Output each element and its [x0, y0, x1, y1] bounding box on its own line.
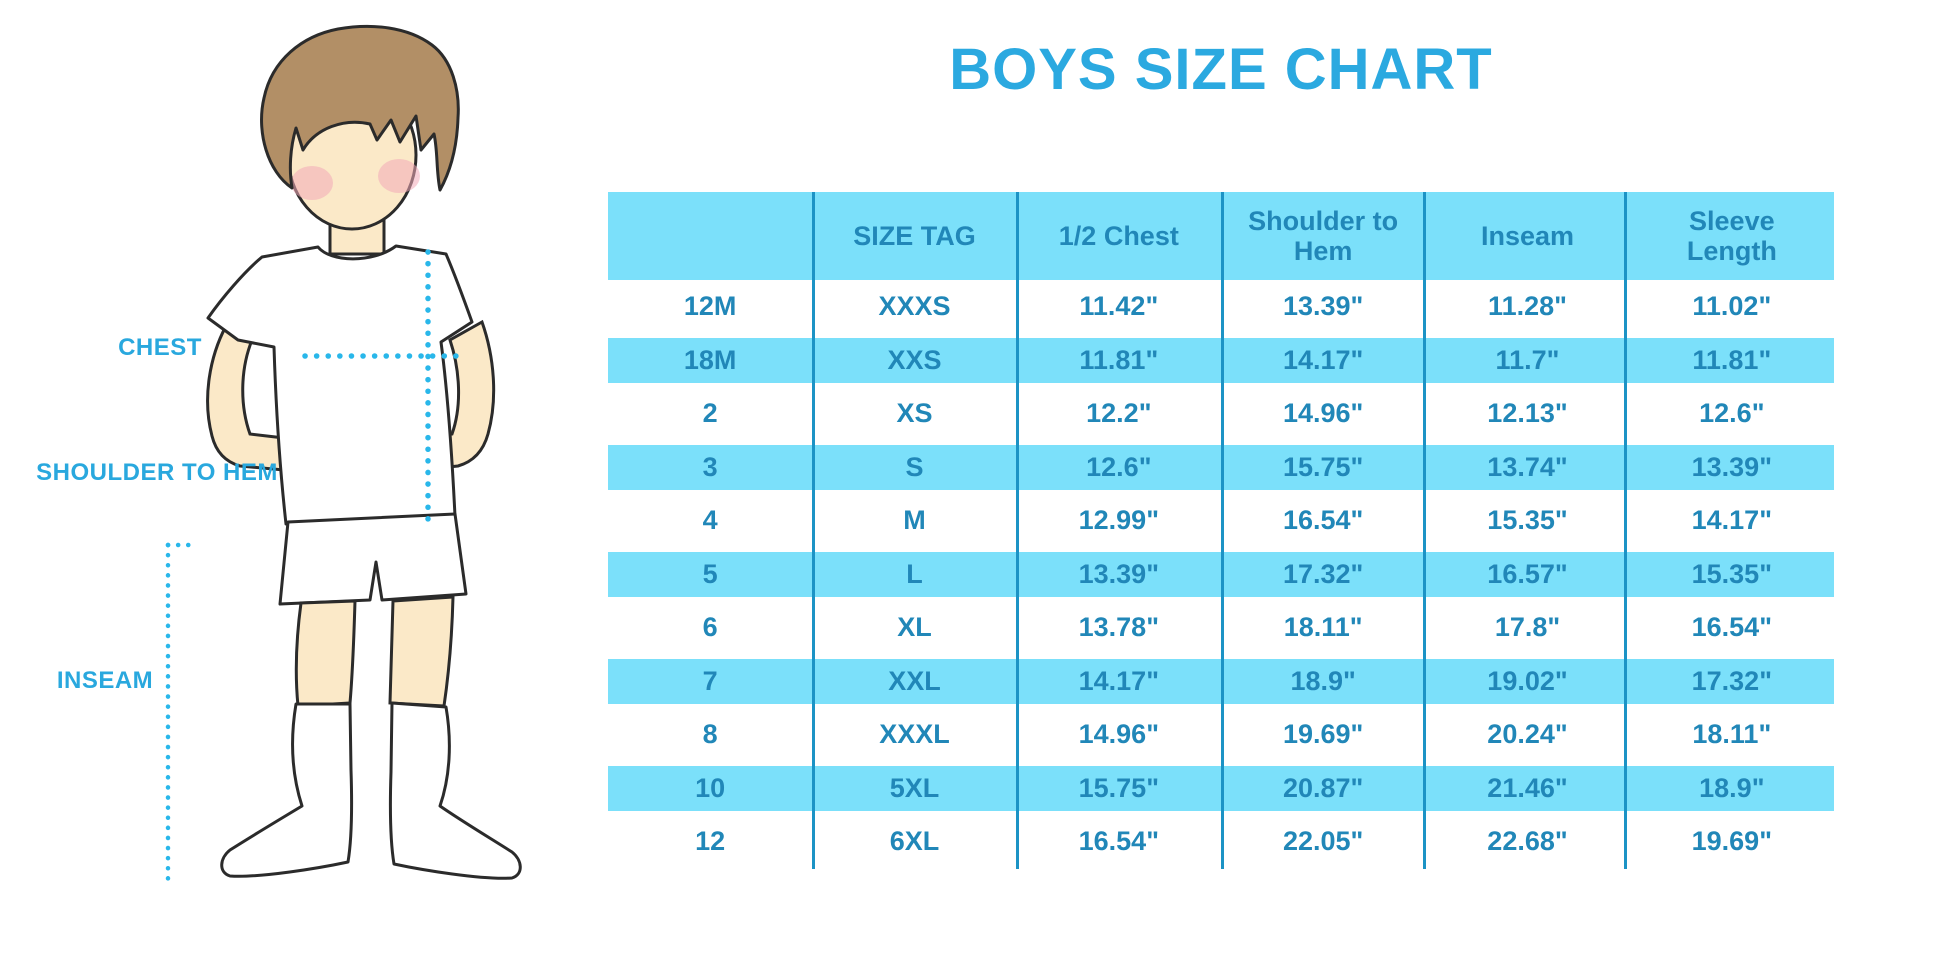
table-cell: 17.8"	[1494, 612, 1561, 643]
table-cell: XXXL	[879, 719, 950, 750]
table-cell: 18.9"	[1699, 772, 1765, 803]
column-separator	[1016, 192, 1019, 869]
table-cell: 11.02"	[1692, 291, 1772, 322]
table-cell: 11.28"	[1488, 291, 1567, 322]
boy-figure-illustration	[165, 24, 522, 887]
table-cell: 15.75"	[1078, 772, 1159, 803]
table-cell: 14.17"	[1078, 665, 1159, 696]
table-cell: 14.17"	[1282, 344, 1364, 375]
table-cell: 17.32"	[1691, 665, 1772, 696]
table-cell: 11.81"	[1079, 344, 1159, 375]
table-cell: XXS	[887, 344, 942, 375]
table-cell: S	[905, 451, 924, 482]
table-cell: 16.57"	[1487, 558, 1568, 589]
legs	[294, 595, 455, 708]
table-cell: 17.32"	[1282, 558, 1364, 589]
table-cell: 13.39"	[1078, 558, 1159, 589]
table-row: 12M XXXS 11.42" 13.39" 11.28" 11.02"	[608, 280, 1834, 334]
table-cell: 16.54"	[1078, 826, 1159, 857]
table-cell: M	[903, 505, 926, 536]
table-cell: 14.17"	[1691, 505, 1772, 536]
table-cell: 18.11"	[1692, 719, 1772, 750]
table-cell: 6XL	[889, 826, 940, 857]
table-cell: 5XL	[889, 772, 940, 803]
table-cell: 14.96"	[1078, 719, 1159, 750]
table-cell: 15.75"	[1282, 451, 1364, 482]
table-cell: 7	[702, 665, 718, 696]
table-cell: 16.54"	[1691, 612, 1772, 643]
table-cell: 18.11"	[1283, 612, 1363, 643]
table-cell: 10	[695, 772, 726, 803]
column-separator	[1221, 192, 1224, 869]
table-cell: 11.81"	[1692, 344, 1772, 375]
table-cell: 13.78"	[1078, 612, 1159, 643]
table-cell: 20.87"	[1282, 772, 1364, 803]
size-table: SIZE TAG 1/2 Chest Shoulder to Hem Inseam Sl…	[608, 192, 1834, 869]
table-cell: 13.74"	[1487, 451, 1568, 482]
table-cell: 11.42"	[1079, 291, 1159, 322]
shirt	[206, 244, 474, 526]
chest-label: CHEST	[118, 334, 202, 361]
socks	[220, 701, 522, 880]
table-cell: 22.05"	[1282, 826, 1364, 857]
table-cell: 12.2"	[1086, 398, 1152, 429]
inseam-label: INSEAM	[56, 667, 154, 694]
column-header: Shoulder to Hem	[1248, 205, 1399, 266]
table-cell: L	[906, 558, 923, 589]
table-cell: 15.35"	[1691, 558, 1772, 589]
table-cell: 12	[695, 826, 726, 857]
table-cell: 12M	[683, 291, 737, 322]
table-cell: 18M	[683, 344, 737, 375]
column-header: Sleeve Length	[1686, 205, 1777, 266]
table-cell: 12.13"	[1487, 398, 1568, 429]
table-cell: 3	[702, 451, 718, 482]
table-cell: 11.7"	[1495, 344, 1560, 375]
table-cell: 22.68"	[1487, 826, 1568, 857]
table-cell: XS	[896, 398, 933, 429]
table-cell: 5	[702, 558, 718, 589]
table-cell: 14.96"	[1282, 398, 1364, 429]
column-separator	[1624, 192, 1627, 869]
column-header: SIZE TAG	[853, 220, 976, 251]
table-cell: 19.02"	[1487, 665, 1568, 696]
table-cell: XXXS	[878, 291, 951, 322]
table-row: 12 6XL 16.54" 22.05" 22.68" 19.69"	[608, 815, 1834, 869]
table-cell: 18.9"	[1290, 665, 1356, 696]
blush-right	[378, 159, 420, 193]
column-separator	[1423, 192, 1426, 869]
arms	[206, 319, 496, 472]
table-cell: 13.39"	[1282, 291, 1364, 322]
page-title: BOYS SIZE CHART	[949, 37, 1493, 102]
table-cell: 13.39"	[1691, 451, 1772, 482]
shorts	[278, 512, 468, 606]
table-row: 6 XL 13.78" 18.11" 17.8" 16.54"	[608, 601, 1834, 655]
table-cell: 2	[702, 398, 718, 429]
table-cell: 4	[702, 505, 718, 536]
table-cell: 21.46"	[1487, 772, 1568, 803]
table-cell: 6	[702, 612, 718, 643]
column-separator	[812, 192, 815, 869]
table-cell: 19.69"	[1282, 719, 1364, 750]
blush-left	[291, 166, 333, 200]
table-cell: 16.54"	[1282, 505, 1364, 536]
table-cell: XL	[897, 612, 932, 643]
table-cell: 12.6"	[1086, 451, 1152, 482]
table-cell: 8	[702, 719, 718, 750]
table-cell: 15.35"	[1487, 505, 1568, 536]
table-cell: 19.69"	[1691, 826, 1772, 857]
table-cell: XXL	[888, 665, 941, 696]
table-cell: 20.24"	[1487, 719, 1568, 750]
column-header	[608, 192, 812, 280]
column-header: 1/2 Chest	[1058, 220, 1179, 251]
table-cell: 12.6"	[1699, 398, 1765, 429]
table-row: 4 M 12.99" 16.54" 15.35" 14.17"	[608, 494, 1834, 548]
table-row: 8 XXXL 14.96" 19.69" 20.24" 18.11"	[608, 708, 1834, 762]
table-row: 2 XS 12.2" 14.96" 12.13" 12.6"	[608, 387, 1834, 441]
hair	[260, 24, 460, 192]
shoulder-to-hem-label: SHOULDER TO HEM	[36, 459, 278, 486]
column-header: Inseam	[1480, 220, 1575, 251]
table-cell: 12.99"	[1078, 505, 1159, 536]
